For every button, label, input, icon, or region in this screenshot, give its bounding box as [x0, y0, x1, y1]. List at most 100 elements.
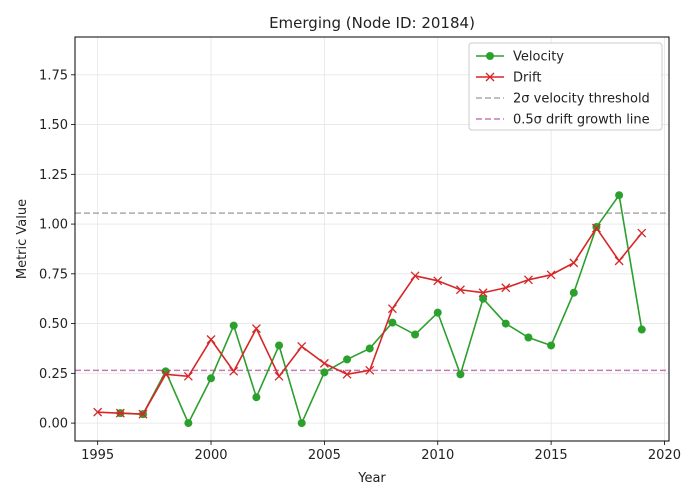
data-point-drift: [93, 407, 103, 417]
x-marker-stroke: [365, 365, 375, 375]
y-tick-label: 0.00: [39, 417, 68, 432]
data-point-velocity: [615, 191, 624, 200]
legend-label: 2σ velocity threshold: [513, 92, 650, 107]
x-marker-stroke: [342, 369, 352, 379]
x-axis-ticks: 1995 2000 2005 2010 2015 2020: [81, 441, 681, 463]
y-tick-label: 1.75: [39, 68, 68, 83]
legend-marker: [485, 72, 495, 82]
data-point-velocity: [252, 393, 261, 402]
x-marker-stroke: [387, 304, 397, 314]
data-point-velocity: [411, 330, 420, 339]
data-point-velocity: [569, 288, 578, 297]
data-point-velocity: [343, 355, 352, 364]
x-marker-stroke: [229, 366, 239, 376]
data-point-velocity: [524, 333, 533, 342]
data-point-velocity: [547, 341, 556, 350]
x-marker-stroke: [183, 371, 193, 381]
data-point-velocity: [433, 308, 442, 317]
series-layer: [93, 191, 647, 428]
x-marker-stroke: [614, 256, 624, 266]
legend-item: 0.5σ drift growth line: [476, 113, 650, 128]
data-point-velocity: [320, 368, 329, 377]
y-tick-label: 1.25: [39, 168, 68, 183]
y-axis-ticks: 0.00 0.25 0.50 0.75 1.00 1.25 1.50 1.75: [39, 68, 75, 432]
data-point-velocity: [479, 294, 488, 303]
legend-label: Drift: [513, 71, 541, 86]
legend-label: Velocity: [513, 50, 564, 65]
data-point-drift: [410, 271, 420, 281]
series-line-velocity: [120, 193, 643, 426]
data-point-velocity: [161, 367, 170, 376]
chart-title: Emerging (Node ID: 20184): [269, 14, 475, 32]
x-tick-label: 2015: [535, 448, 568, 463]
legend-marker: [486, 52, 494, 60]
data-point-velocity: [637, 325, 646, 334]
data-point-drift: [274, 371, 284, 381]
data-point-drift: [501, 283, 511, 293]
data-point-drift: [138, 409, 148, 419]
x-marker-stroke: [478, 288, 488, 298]
y-tick-label: 1.50: [39, 118, 68, 133]
data-point-drift: [229, 366, 239, 376]
y-tick-label: 0.25: [39, 367, 68, 382]
legend-item: 2σ velocity threshold: [476, 92, 650, 107]
legend-item: Velocity: [476, 50, 564, 65]
reference-lines: [75, 212, 669, 372]
x-marker-stroke: [297, 342, 307, 351]
legend-box: [468, 42, 663, 131]
x-marker-stroke: [206, 335, 216, 344]
x-marker-stroke: [523, 275, 533, 285]
data-point-velocity: [207, 374, 216, 383]
x-axis-label: Year: [357, 471, 386, 486]
data-point-drift: [614, 256, 624, 266]
x-tick-label: 1995: [81, 448, 114, 463]
plot-frame: [74, 36, 670, 442]
data-point-velocity: [297, 419, 306, 428]
x-marker-stroke: [569, 258, 579, 268]
x-tick-label: 2005: [308, 448, 341, 463]
y-tick-label: 1.00: [39, 218, 68, 233]
x-marker-stroke: [637, 228, 647, 238]
data-point-velocity: [456, 370, 465, 379]
x-marker-stroke: [591, 223, 601, 233]
x-marker-stroke: [455, 285, 465, 295]
data-point-drift: [161, 369, 171, 379]
x-marker-stroke: [410, 271, 420, 281]
data-point-drift: [297, 342, 307, 351]
legend-item: Drift: [476, 71, 541, 86]
x-tick-label: 2010: [421, 448, 454, 463]
data-point-velocity: [229, 321, 238, 330]
x-marker-stroke: [161, 369, 171, 379]
legend-entries: Velocity Drift 2σ velocity threshold 0.5σ d…: [476, 50, 650, 128]
x-marker-stroke: [433, 276, 443, 286]
data-point-drift: [523, 275, 533, 285]
data-point-velocity: [501, 319, 510, 328]
series-line-drift: [97, 226, 643, 415]
x-marker-stroke: [319, 358, 329, 368]
data-point-drift: [206, 335, 216, 344]
data-point-velocity: [365, 344, 374, 353]
data-point-drift: [569, 258, 579, 268]
data-point-drift: [365, 365, 375, 375]
data-point-drift: [455, 285, 465, 295]
data-point-drift: [637, 228, 647, 238]
y-tick-label: 0.50: [39, 317, 68, 332]
x-tick-label: 2000: [194, 448, 227, 463]
x-marker-stroke: [501, 283, 511, 293]
x-marker-stroke: [251, 324, 261, 334]
data-point-drift: [342, 369, 352, 379]
x-marker-stroke: [138, 409, 148, 419]
data-point-drift: [478, 288, 488, 298]
data-point-drift: [546, 270, 556, 280]
x-tick-label: 2020: [648, 448, 681, 463]
legend: Velocity Drift 2σ velocity threshold 0.5σ d…: [468, 42, 663, 131]
x-marker-stroke: [274, 371, 284, 381]
data-point-drift: [591, 223, 601, 233]
data-point-drift: [251, 324, 261, 334]
y-axis-label: Metric Value: [15, 199, 30, 279]
data-point-drift: [319, 358, 329, 368]
data-point-velocity: [275, 341, 284, 350]
y-tick-label: 0.75: [39, 267, 68, 282]
